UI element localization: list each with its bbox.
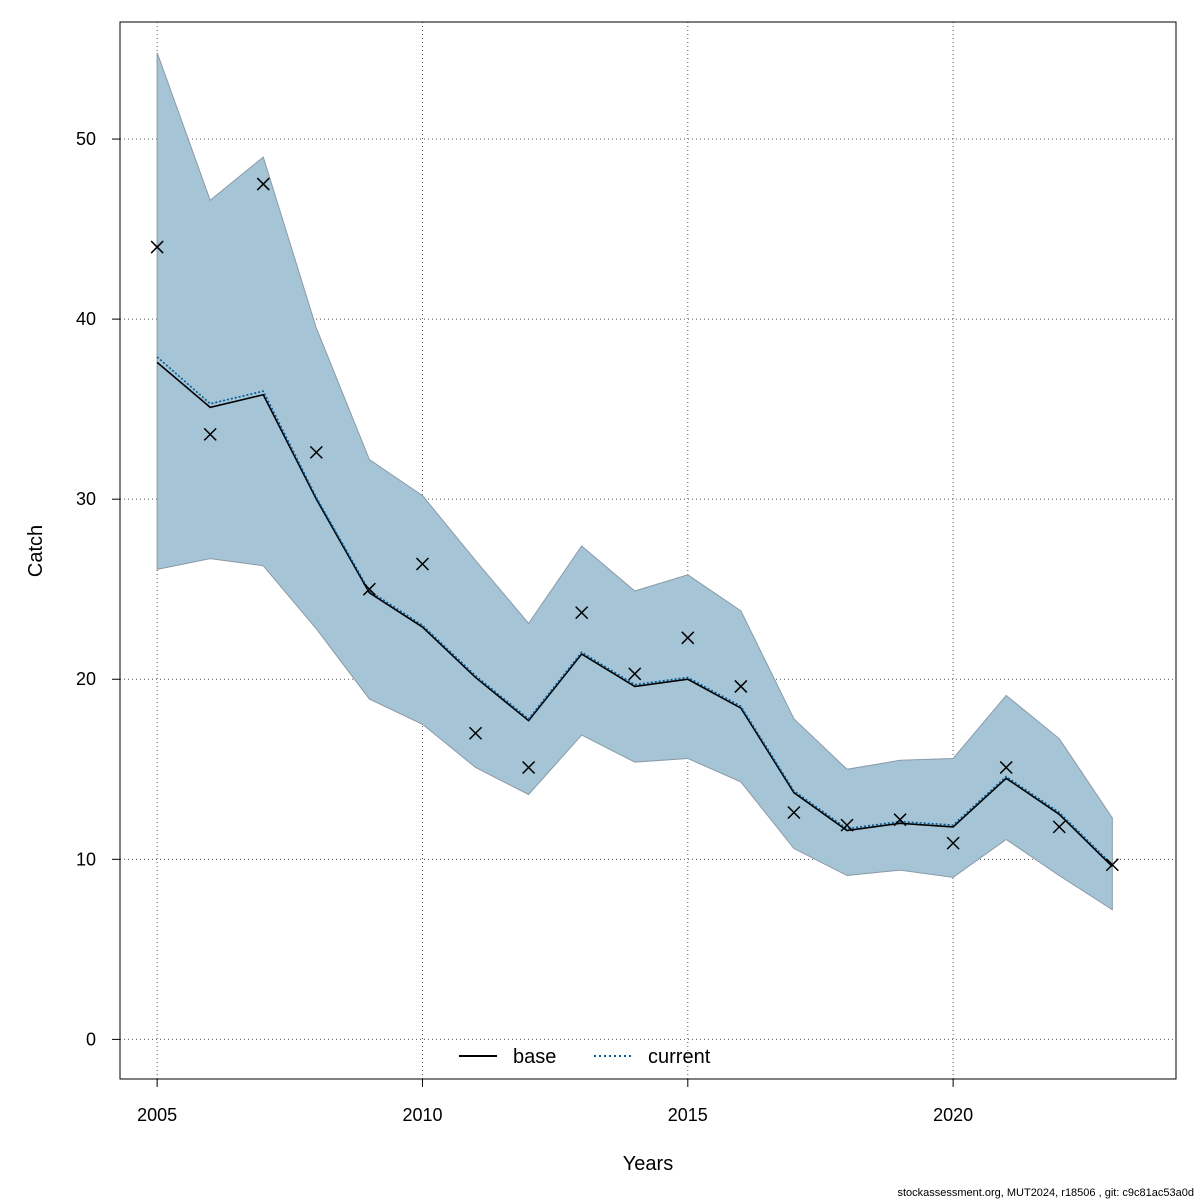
legend-label-base: base xyxy=(513,1046,556,1068)
observation-marker xyxy=(999,760,1013,775)
observation-marker xyxy=(203,427,217,441)
observation-marker xyxy=(362,582,376,596)
observation-marker xyxy=(628,667,642,681)
y-tick-label: 40 xyxy=(76,309,96,329)
x-axis: 2005 2010 2015 2020 xyxy=(137,1079,973,1125)
observation-marker xyxy=(681,631,695,645)
y-axis: 0 10 20 30 40 50 xyxy=(76,129,120,1049)
legend-label-current: current xyxy=(648,1046,711,1068)
series-line-base xyxy=(156,361,1113,868)
x-tick-label: 2020 xyxy=(933,1105,973,1125)
y-tick-label: 0 xyxy=(86,1029,96,1049)
y-axis-title: Catch xyxy=(25,525,47,577)
footer-text: stockassessment.org, MUT2024, r18506 , g… xyxy=(897,1187,1194,1199)
y-tick-label: 10 xyxy=(76,849,96,869)
y-tick-label: 30 xyxy=(76,489,96,509)
observation-marker xyxy=(469,726,483,740)
y-tick-label: 50 xyxy=(76,129,96,149)
confidence-band-area xyxy=(156,52,1113,911)
observation-markers xyxy=(150,177,1119,872)
observation-marker xyxy=(575,606,589,620)
series-line-current xyxy=(156,356,1113,866)
series-lines xyxy=(156,356,1113,868)
observation-marker xyxy=(734,679,748,693)
observation-marker xyxy=(1105,858,1119,872)
x-tick-label: 2010 xyxy=(402,1105,442,1125)
y-tick-label: 20 xyxy=(76,669,96,689)
x-axis-title: Years xyxy=(623,1153,673,1175)
observation-marker xyxy=(150,240,164,254)
observation-marker xyxy=(893,813,907,827)
confidence-band xyxy=(156,52,1113,911)
x-tick-label: 2005 xyxy=(137,1105,177,1125)
observation-marker xyxy=(840,818,854,832)
x-tick-label: 2015 xyxy=(668,1105,708,1125)
observation-marker xyxy=(309,445,323,459)
plot-frame xyxy=(119,21,1177,1080)
observation-marker xyxy=(946,836,960,850)
observation-marker xyxy=(256,177,270,191)
legend: base current xyxy=(459,1046,711,1068)
observation-marker xyxy=(1052,820,1066,834)
observation-marker xyxy=(787,805,801,820)
observation-marker xyxy=(415,557,430,571)
observation-marker xyxy=(522,760,536,775)
